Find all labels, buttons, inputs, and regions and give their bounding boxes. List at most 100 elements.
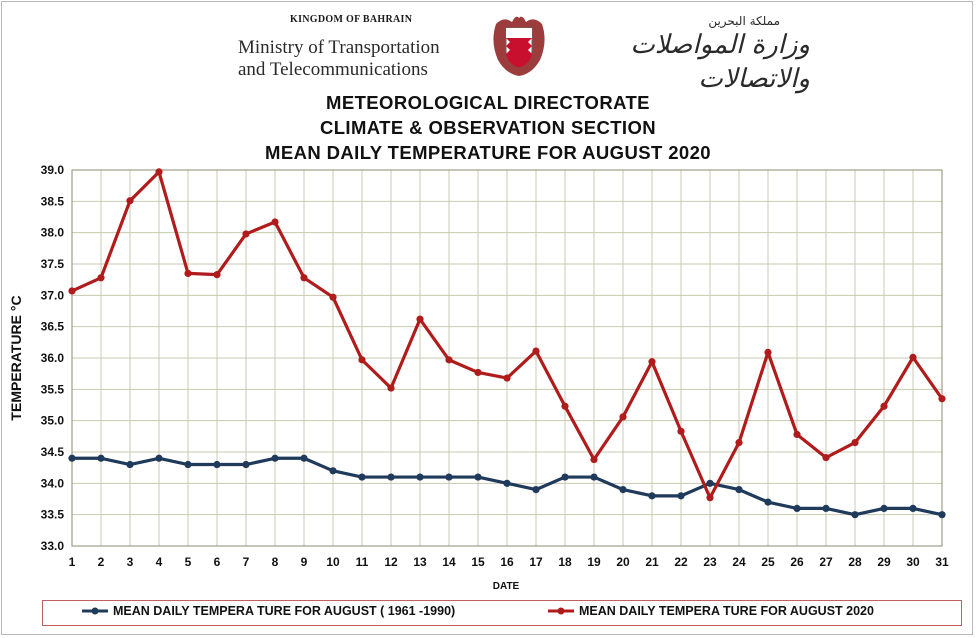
data-point	[126, 460, 134, 469]
data-point	[242, 460, 250, 469]
plot-area-border	[71, 169, 943, 547]
data-point	[590, 473, 598, 481]
x-tick-label: 2	[98, 555, 105, 569]
data-point	[764, 348, 772, 356]
data-point	[387, 384, 395, 392]
x-tick-label: 28	[848, 555, 862, 569]
data-point	[155, 454, 163, 462]
y-tick-labels: 33.0 33.5 34.0 34.5 35.0 35.5 36.0 36.5 37.0 37.5…	[41, 163, 65, 553]
x-tick-label: 26	[790, 555, 804, 569]
x-tick-label: 16	[500, 555, 514, 569]
bahrain-emblem-icon	[493, 16, 545, 77]
data-point	[416, 315, 424, 323]
data-point	[619, 413, 627, 421]
data-point	[822, 504, 830, 512]
data-point	[851, 511, 859, 519]
data-point	[474, 368, 482, 377]
data-point	[706, 494, 714, 502]
data-point	[68, 454, 76, 462]
x-tick-label: 7	[243, 555, 250, 569]
data-point	[416, 473, 424, 481]
x-tick-label: 14	[442, 555, 456, 569]
data-point	[329, 467, 337, 475]
data-point	[213, 271, 221, 279]
y-tick-label: 37.5	[41, 257, 65, 271]
x-tick-label: 23	[703, 555, 717, 569]
x-tick-label: 30	[906, 555, 920, 569]
legend-item-normal: MEAN DAILY TEMPERA TURE FOR AUGUST ( 196…	[81, 604, 455, 618]
x-tick-label: 8	[272, 555, 279, 569]
y-tick-label: 39.0	[41, 163, 65, 177]
data-point	[474, 473, 482, 481]
x-tick-label: 25	[761, 555, 775, 569]
line-chart: 33.0 33.5 34.0 34.5 35.0 35.5 36.0 36.5 37.0 37.5…	[8, 163, 949, 592]
data-point	[184, 460, 192, 469]
x-tick-label: 1	[69, 555, 76, 569]
data-point	[532, 486, 540, 494]
y-axis-label: TEMPERATURE °C	[8, 295, 24, 420]
data-point	[242, 230, 250, 238]
chart-legend: MEAN DAILY TEMPERA TURE FOR AUGUST ( 196…	[42, 600, 962, 626]
y-tick-label: 37.0	[41, 288, 65, 302]
legend-swatch-normal-icon	[82, 607, 108, 615]
data-point	[880, 504, 888, 512]
x-tick-label: 29	[877, 555, 891, 569]
arabic-ministry-label: وزارة المواصلات والاتصالات	[630, 30, 810, 94]
y-tick-label: 35.0	[41, 414, 65, 428]
data-point	[445, 473, 453, 481]
data-point	[213, 460, 221, 469]
chart-title: METEOROLOGICAL DIRECTORATE CLIMATE & OBS…	[0, 90, 976, 165]
x-tick-label: 11	[356, 555, 369, 569]
data-point	[503, 479, 511, 487]
data-point	[387, 473, 395, 481]
data-point	[677, 427, 685, 435]
x-tick-label: 4	[156, 555, 163, 569]
arabic-ministry-name: مملكة البحرين وزارة المواصلات والاتصالات	[560, 14, 810, 96]
data-point	[155, 168, 163, 176]
data-point	[909, 504, 917, 512]
data-point	[358, 356, 366, 364]
legend-label-normal: MEAN DAILY TEMPERA TURE FOR AUGUST ( 196…	[113, 604, 456, 618]
x-tick-label: 15	[471, 555, 485, 569]
legend-label-2020: MEAN DAILY TEMPERA TURE FOR AUGUST 2020	[579, 604, 874, 618]
x-tick-labels: 1 2 3 4 5 6 7 8 9 10 11 12 13 14 15 16 17 18 19 20 21 22 23 24 2…	[69, 555, 949, 569]
data-point	[97, 274, 105, 282]
ministry-name: Ministry of Transportation and Telecommu…	[238, 37, 478, 81]
data-point	[648, 492, 656, 500]
x-tick-label: 19	[587, 555, 601, 569]
data-point	[793, 504, 801, 512]
chart-title-line1: METEOROLOGICAL DIRECTORATE	[326, 92, 650, 113]
data-point	[938, 511, 946, 519]
legend-item-2020: MEAN DAILY TEMPERA TURE FOR AUGUST 2020	[547, 604, 874, 618]
data-point	[648, 358, 656, 366]
x-tick-label: 6	[214, 555, 221, 569]
y-tick-label: 38.5	[41, 194, 65, 208]
data-point	[184, 269, 192, 277]
ministry-name-line1: Ministry of Transportation	[238, 37, 440, 58]
data-point	[561, 402, 569, 410]
arabic-kingdom-label: مملكة البحرين	[708, 14, 780, 28]
data-point	[97, 454, 105, 462]
data-point	[938, 395, 946, 403]
x-axis-label: DATE	[493, 581, 520, 592]
data-point	[909, 353, 917, 361]
y-tick-label: 38.0	[41, 226, 65, 240]
x-tick-label: 31	[935, 555, 949, 569]
data-point	[822, 454, 830, 462]
kingdom-label: KINGDOM OF BAHRAIN	[290, 14, 413, 25]
data-point	[735, 486, 743, 494]
data-point	[851, 439, 859, 447]
data-point	[271, 218, 279, 226]
x-tick-label: 9	[301, 555, 308, 569]
x-tick-label: 24	[732, 555, 746, 569]
data-point	[358, 473, 366, 481]
x-tick-label: 10	[326, 555, 340, 569]
y-tick-label: 35.5	[41, 382, 65, 396]
ministry-name-line2: and Telecommunications	[238, 59, 428, 80]
data-point	[793, 430, 801, 439]
x-tick-label: 17	[529, 555, 543, 569]
x-tick-label: 21	[645, 555, 659, 569]
chart-title-line3: MEAN DAILY TEMPERATURE FOR AUGUST 2020	[265, 142, 711, 163]
data-series	[68, 168, 946, 519]
